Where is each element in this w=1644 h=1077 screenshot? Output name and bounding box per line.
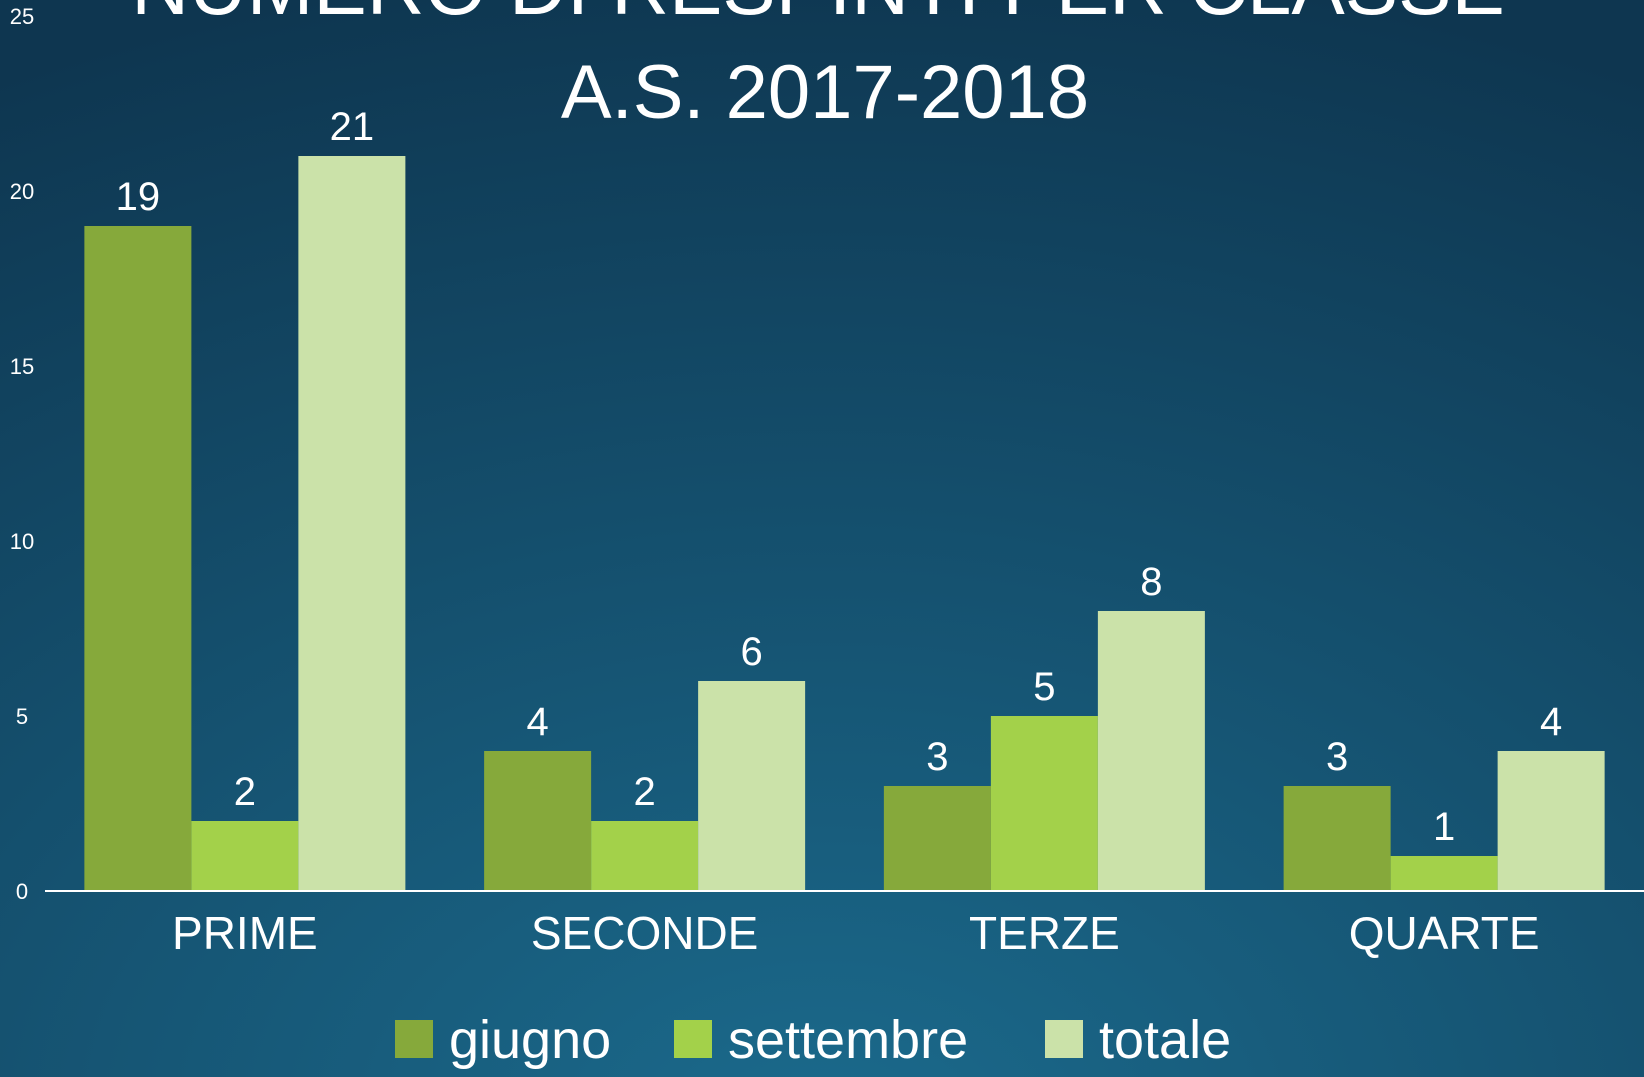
data-label: 1 bbox=[1433, 805, 1455, 849]
bar bbox=[298, 156, 406, 891]
legend-label: totale bbox=[1099, 1010, 1231, 1070]
data-label: 2 bbox=[234, 770, 256, 814]
y-tick-label: 5 bbox=[16, 704, 28, 729]
bar bbox=[1390, 856, 1498, 891]
bar bbox=[484, 751, 592, 891]
x-tick-label: SECONDE bbox=[531, 907, 758, 959]
bar bbox=[84, 226, 192, 891]
y-tick-label: 25 bbox=[10, 4, 34, 29]
data-label: 5 bbox=[1033, 665, 1055, 709]
bar bbox=[191, 821, 299, 891]
bar bbox=[1097, 611, 1205, 891]
bar bbox=[1497, 751, 1605, 891]
data-label: 3 bbox=[1326, 735, 1348, 779]
y-tick-label: 10 bbox=[10, 529, 34, 554]
bar bbox=[990, 716, 1098, 891]
data-label: 6 bbox=[741, 630, 763, 674]
x-tick-label: QUARTE bbox=[1349, 907, 1540, 959]
bar bbox=[883, 786, 991, 891]
bar bbox=[698, 681, 806, 891]
bar bbox=[1283, 786, 1391, 891]
x-tick-label: PRIME bbox=[172, 907, 318, 959]
chart-title: NUMERO DI RESPINTI PER CLASSE bbox=[131, 0, 1505, 31]
data-label: 2 bbox=[634, 770, 656, 814]
legend-label: giugno bbox=[449, 1010, 611, 1070]
chart-subtitle: A.S. 2017-2018 bbox=[561, 50, 1089, 135]
legend-label: settembre bbox=[728, 1010, 968, 1070]
data-label: 19 bbox=[116, 175, 161, 219]
data-label: 8 bbox=[1140, 560, 1162, 604]
y-tick-label: 0 bbox=[16, 879, 28, 904]
legend-swatch bbox=[1045, 1020, 1083, 1058]
x-tick-label: TERZE bbox=[969, 907, 1120, 959]
y-tick-label: 20 bbox=[10, 179, 34, 204]
legend-swatch bbox=[674, 1020, 712, 1058]
data-label: 3 bbox=[926, 735, 948, 779]
data-label: 21 bbox=[330, 105, 375, 149]
bar bbox=[591, 821, 699, 891]
legend-swatch bbox=[395, 1020, 433, 1058]
y-tick-label: 15 bbox=[10, 354, 34, 379]
data-label: 4 bbox=[1540, 700, 1562, 744]
data-label: 4 bbox=[527, 700, 549, 744]
